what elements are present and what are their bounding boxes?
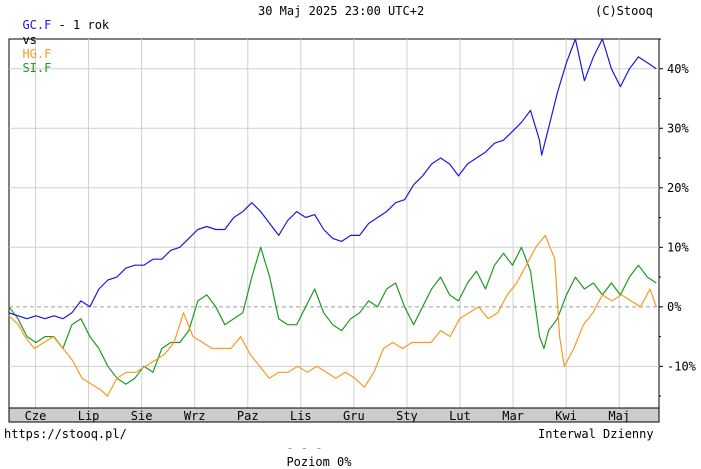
x-axis-band xyxy=(8,407,660,423)
legend-hg-f[interactable]: HG.F xyxy=(22,47,52,61)
copyright-label: (C)Stooq xyxy=(595,4,653,18)
y-tick-label: 10% xyxy=(667,240,689,254)
vs-label: vs xyxy=(22,33,37,47)
x-tick-label: Kwi xyxy=(555,409,577,423)
dash-legend-icon: - - - xyxy=(286,441,323,455)
plot-frame xyxy=(8,38,660,409)
x-tick-label: Sty xyxy=(396,409,418,423)
y-tick-label: -10% xyxy=(667,359,697,373)
y-tick-label: 40% xyxy=(667,62,689,76)
y-tick-label: 30% xyxy=(667,121,689,135)
x-tick-label: Cze xyxy=(25,409,47,423)
x-axis: Cze Lip Sie Wrz Paz Lis Gru Sty Lut Mar Kwi Maj xyxy=(25,409,630,423)
y-tick-label: 20% xyxy=(667,181,689,195)
source-url[interactable]: https://stooq.pl/ xyxy=(4,427,127,441)
interval-label: Interwal Dzienny xyxy=(538,427,654,441)
series-line-hg-f xyxy=(8,234,657,397)
legend-si-f[interactable]: SI.F xyxy=(22,61,52,75)
series-line-si-f xyxy=(8,246,657,385)
datetime-label: 30 Maj 2025 23:00 UTC+2 xyxy=(258,4,425,18)
y-tick-label: 0% xyxy=(667,300,682,314)
x-tick-label: Lut xyxy=(449,409,471,423)
period-label: - 1 rok xyxy=(51,18,110,32)
x-tick-label: Lis xyxy=(290,409,312,423)
x-tick-label: Sie xyxy=(131,409,153,423)
grid xyxy=(9,39,659,408)
chart: Cze Lip Sie Wrz Paz Lis Gru Sty Lut Mar Kwi Maj 40%… xyxy=(8,38,697,423)
chart-title: GC.F - 1 rok xyxy=(8,4,109,32)
series-line-gc-f xyxy=(8,38,657,320)
x-tick-label: Lip xyxy=(78,409,100,423)
comparison-legend: vs HG.F SI.F xyxy=(8,19,51,75)
y-axis: 40% 30% 20% 10% 0% -10% xyxy=(659,38,697,397)
main-symbol-link[interactable]: GC.F xyxy=(22,18,52,32)
x-tick-label: Paz xyxy=(237,409,259,423)
x-tick-label: Wrz xyxy=(184,409,206,423)
baseline-legend-label: Poziom 0% xyxy=(286,455,352,469)
series-lines xyxy=(8,38,657,397)
x-tick-label: Mar xyxy=(502,409,524,423)
x-tick-label: Gru xyxy=(343,409,365,423)
x-tick-label: Maj xyxy=(608,409,630,423)
baseline-legend: - - - Poziom 0% xyxy=(272,427,351,469)
